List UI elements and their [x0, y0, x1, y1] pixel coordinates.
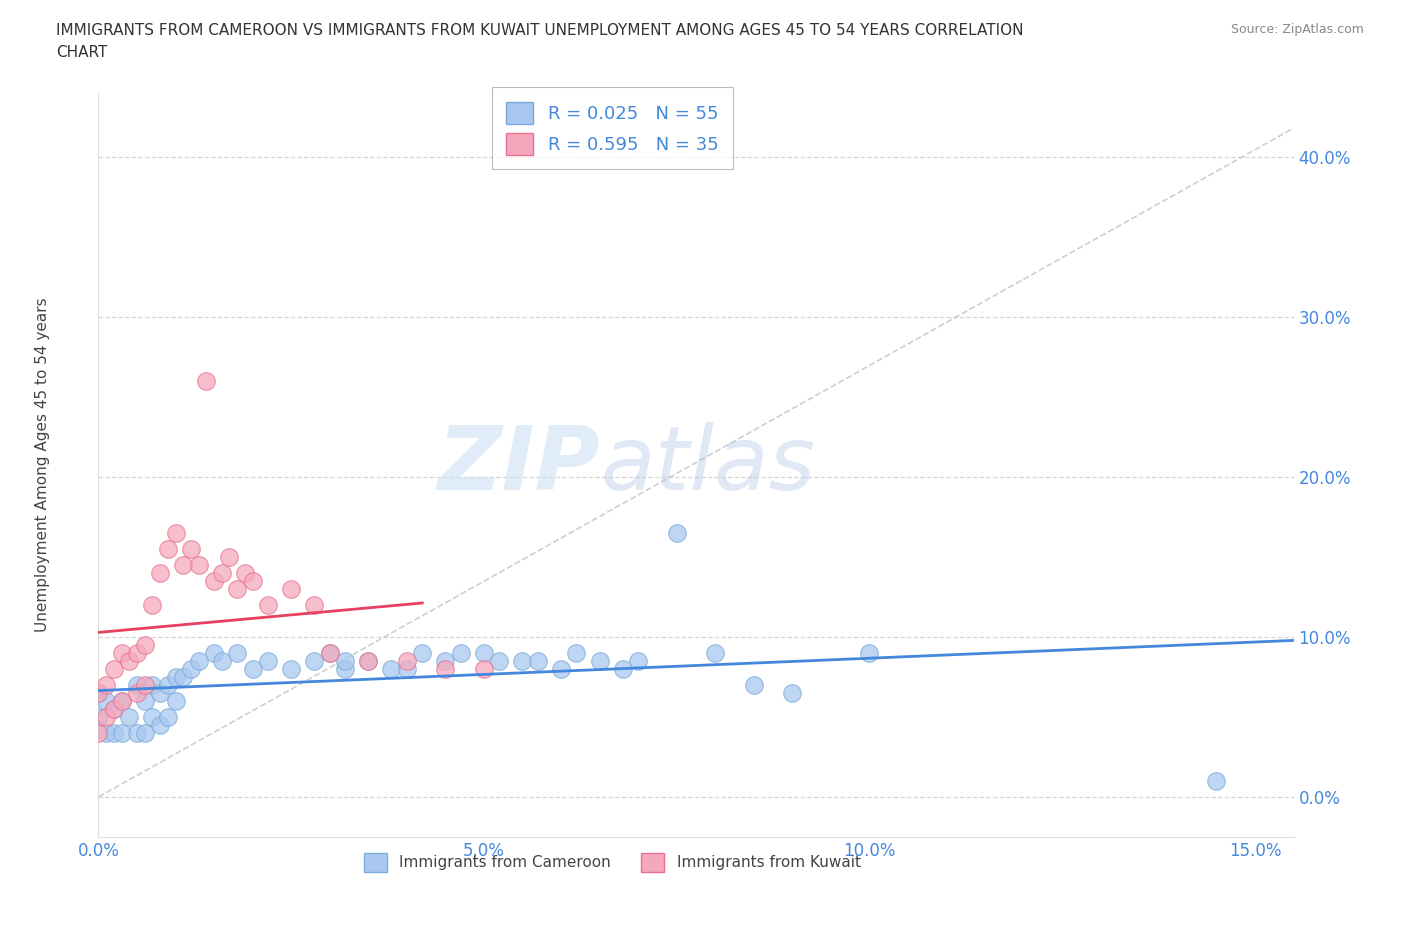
- Point: [319, 645, 342, 660]
- Point: [134, 678, 156, 693]
- Point: [87, 710, 110, 724]
- Point: [172, 670, 194, 684]
- Text: ZIP: ZIP: [437, 421, 600, 509]
- Point: [218, 550, 240, 565]
- Point: [257, 598, 280, 613]
- Point: [125, 725, 148, 740]
- Text: CHART: CHART: [56, 45, 108, 60]
- Point: [395, 661, 418, 676]
- Point: [434, 654, 457, 669]
- Point: [211, 654, 233, 669]
- Point: [226, 645, 249, 660]
- Point: [87, 725, 110, 740]
- Point: [156, 541, 179, 556]
- Text: IMMIGRANTS FROM CAMEROON VS IMMIGRANTS FROM KUWAIT UNEMPLOYMENT AMONG AGES 45 TO: IMMIGRANTS FROM CAMEROON VS IMMIGRANTS F…: [56, 23, 1024, 38]
- Point: [280, 581, 302, 596]
- Point: [94, 678, 117, 693]
- Point: [180, 541, 202, 556]
- Point: [103, 725, 125, 740]
- Point: [527, 654, 550, 669]
- Point: [87, 685, 110, 700]
- Point: [233, 565, 256, 580]
- Point: [110, 694, 132, 709]
- Point: [172, 558, 194, 573]
- Point: [125, 645, 148, 660]
- Point: [103, 701, 125, 716]
- Point: [94, 710, 117, 724]
- Point: [319, 645, 342, 660]
- Point: [187, 654, 209, 669]
- Point: [118, 654, 141, 669]
- Point: [858, 645, 880, 660]
- Point: [257, 654, 280, 669]
- Point: [187, 558, 209, 573]
- Point: [512, 654, 534, 669]
- Point: [149, 685, 172, 700]
- Point: [211, 565, 233, 580]
- Point: [411, 645, 433, 660]
- Point: [94, 694, 117, 709]
- Point: [165, 694, 187, 709]
- Point: [141, 678, 163, 693]
- Point: [333, 654, 356, 669]
- Point: [588, 654, 610, 669]
- Point: [110, 725, 132, 740]
- Point: [134, 725, 156, 740]
- Point: [141, 598, 163, 613]
- Point: [156, 710, 179, 724]
- Point: [472, 661, 495, 676]
- Point: [665, 525, 688, 540]
- Point: [125, 678, 148, 693]
- Point: [242, 661, 264, 676]
- Point: [704, 645, 727, 660]
- Point: [141, 710, 163, 724]
- Point: [280, 661, 302, 676]
- Point: [195, 374, 218, 389]
- Point: [134, 694, 156, 709]
- Point: [165, 670, 187, 684]
- Point: [472, 645, 495, 660]
- Point: [357, 654, 380, 669]
- Point: [156, 678, 179, 693]
- Point: [304, 598, 326, 613]
- Point: [103, 701, 125, 716]
- Point: [118, 710, 141, 724]
- Point: [565, 645, 588, 660]
- Point: [333, 661, 356, 676]
- Point: [103, 661, 125, 676]
- Point: [304, 654, 326, 669]
- Point: [110, 645, 132, 660]
- Point: [395, 654, 418, 669]
- Point: [380, 661, 402, 676]
- Point: [110, 694, 132, 709]
- Point: [488, 654, 510, 669]
- Point: [242, 574, 264, 589]
- Point: [782, 685, 804, 700]
- Point: [627, 654, 650, 669]
- Text: atlas: atlas: [600, 422, 815, 508]
- Point: [202, 645, 225, 660]
- Point: [550, 661, 572, 676]
- Point: [165, 525, 187, 540]
- Point: [612, 661, 634, 676]
- Point: [87, 685, 110, 700]
- Point: [357, 654, 380, 669]
- Point: [742, 678, 765, 693]
- Point: [125, 685, 148, 700]
- Text: Source: ZipAtlas.com: Source: ZipAtlas.com: [1230, 23, 1364, 36]
- Point: [180, 661, 202, 676]
- Point: [202, 574, 225, 589]
- Point: [434, 661, 457, 676]
- Point: [450, 645, 472, 660]
- Legend: Immigrants from Cameroon, Immigrants from Kuwait: Immigrants from Cameroon, Immigrants fro…: [359, 847, 866, 878]
- Point: [226, 581, 249, 596]
- Point: [94, 725, 117, 740]
- Point: [1205, 774, 1227, 789]
- Text: Unemployment Among Ages 45 to 54 years: Unemployment Among Ages 45 to 54 years: [35, 298, 49, 632]
- Point: [134, 638, 156, 653]
- Point: [149, 718, 172, 733]
- Point: [149, 565, 172, 580]
